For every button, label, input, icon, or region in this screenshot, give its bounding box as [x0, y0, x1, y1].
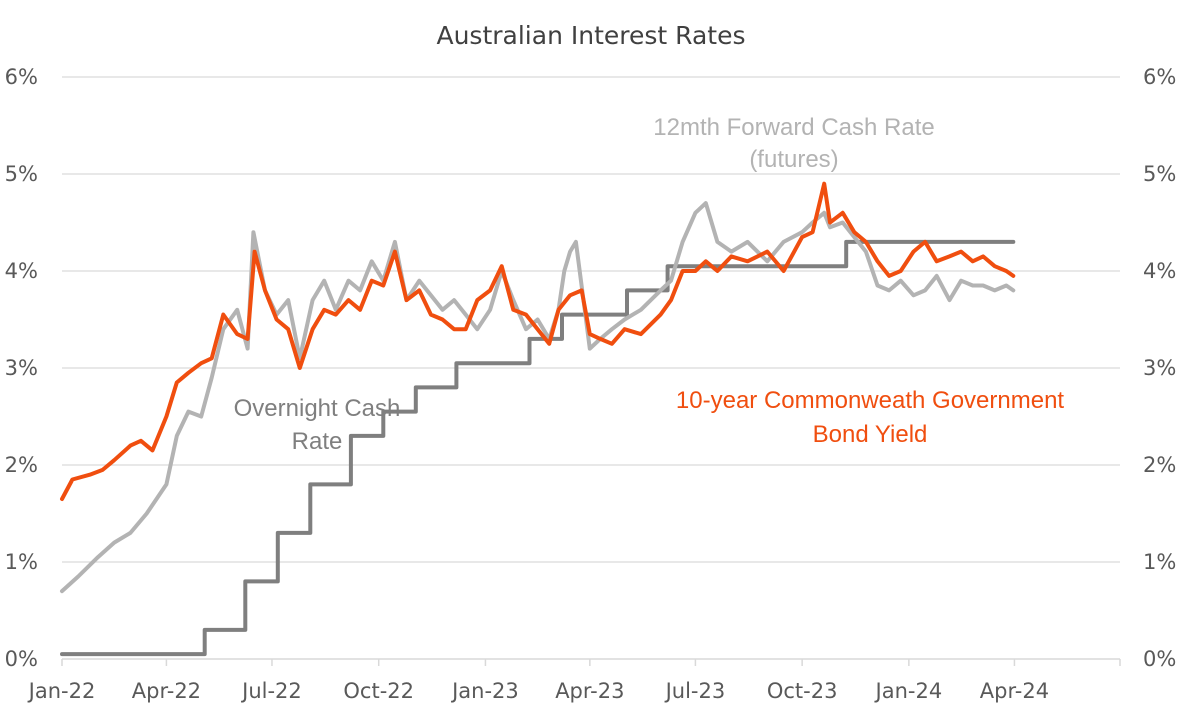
y-tick-label-left: 2%: [5, 453, 38, 477]
y-tick-label-left: 5%: [5, 162, 38, 186]
bond-yield-label-line1: 10-year Commonweath Government: [676, 387, 1065, 414]
y-tick-label-right: 3%: [1143, 356, 1176, 380]
x-tick-label: Jan-22: [27, 679, 96, 703]
y-tick-label-right: 1%: [1143, 550, 1176, 574]
forward-rate-label-line2: (futures): [749, 146, 838, 173]
x-tick-label: Oct-22: [343, 679, 414, 703]
series-lines: [60, 181, 1016, 657]
y-tick-label-right: 0%: [1143, 647, 1176, 671]
gridlines: [62, 76, 1120, 563]
y-tick-label-left: 3%: [5, 356, 38, 380]
cash-rate-label-line2: Rate: [292, 428, 343, 455]
bond-yield-label-line2: Bond Yield: [813, 421, 928, 448]
x-tick-label: Jul-22: [240, 679, 302, 703]
x-tick-label: Jul-23: [664, 679, 726, 703]
x-tick-label: Apr-24: [980, 679, 1049, 703]
y-tick-label-left: 0%: [5, 647, 38, 671]
x-tick-label: Oct-23: [767, 679, 838, 703]
x-tick-label: Jan-24: [874, 679, 943, 703]
forward-rate-label-line1: 12mth Forward Cash Rate: [653, 114, 934, 141]
y-axis-left: 0% 1% 2% 3% 4% 5% 6%: [5, 65, 38, 671]
x-tick-label: Apr-23: [555, 679, 624, 703]
y-tick-label-right: 4%: [1143, 259, 1176, 283]
y-tick-label-left: 1%: [5, 550, 38, 574]
x-axis: Jan-22 Apr-22 Jul-22 Oct-22 Jan-23 Apr-23 Jul-…: [27, 658, 1121, 703]
cash-rate-label-line1: Overnight Cash: [234, 395, 401, 422]
y-tick-label-left: 4%: [5, 259, 38, 283]
y-tick-label-right: 5%: [1143, 162, 1176, 186]
y-tick-label-right: 6%: [1143, 65, 1176, 89]
cash-series-line: [60, 239, 1016, 657]
y-tick-label-left: 6%: [5, 65, 38, 89]
x-tick-label: Jan-23: [450, 679, 519, 703]
bond-series-line: [60, 181, 1016, 501]
x-tick-label: Apr-22: [132, 679, 201, 703]
y-tick-label-right: 2%: [1143, 453, 1176, 477]
y-axis-right: 0% 1% 2% 3% 4% 5% 6%: [1143, 65, 1176, 671]
chart-title: Australian Interest Rates: [436, 21, 745, 50]
